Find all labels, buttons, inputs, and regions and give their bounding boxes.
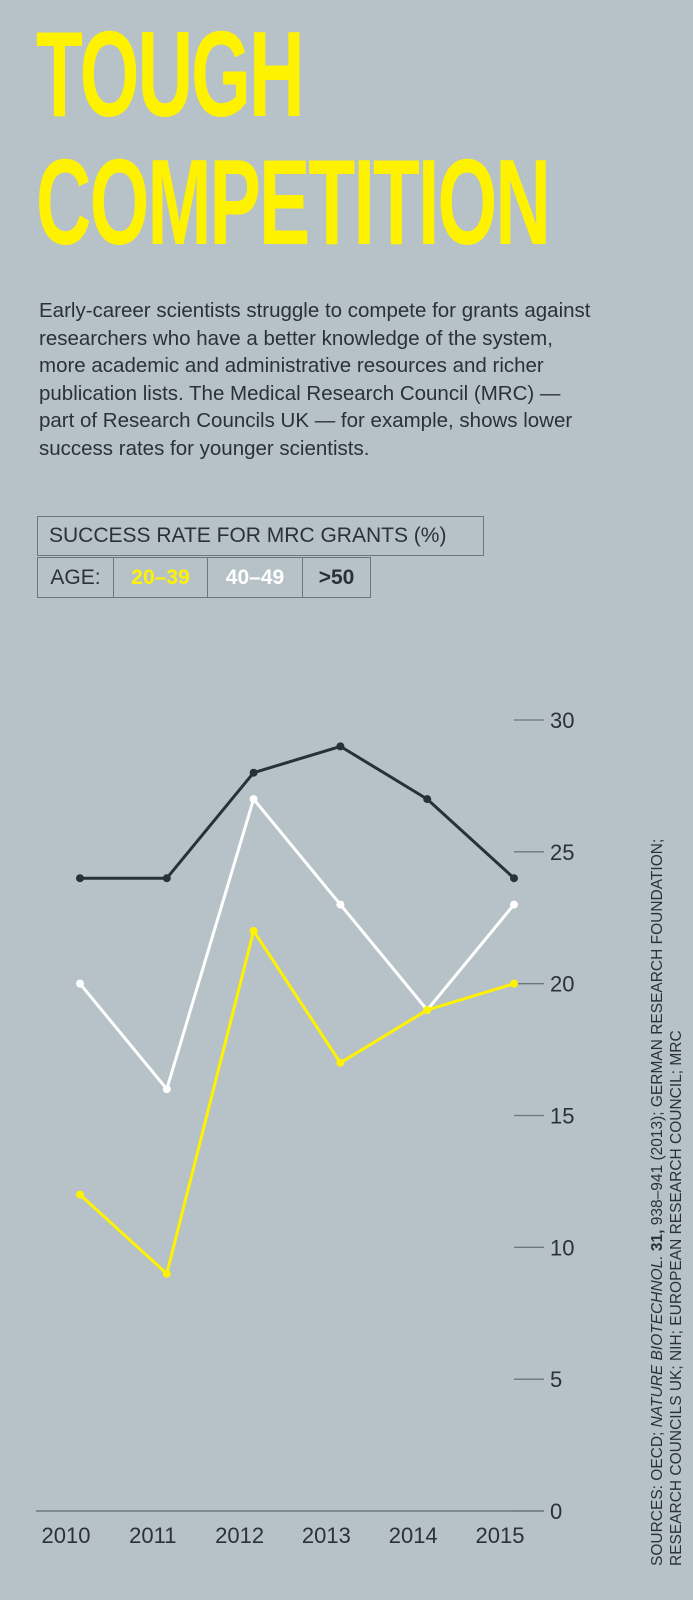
x-tick-label: 2014 xyxy=(389,1523,438,1548)
series-over-50-point xyxy=(76,874,84,883)
series-20-39-line xyxy=(78,929,516,1276)
series-20-39-point xyxy=(162,1269,171,1278)
x-tick-label: 2010 xyxy=(42,1523,91,1548)
title-line-1: TOUGH xyxy=(36,6,305,142)
x-tick-label: 2012 xyxy=(215,1523,264,1548)
y-tick-label: 10 xyxy=(550,1235,574,1260)
series-40-49-point xyxy=(162,1085,171,1094)
series-over-50-point xyxy=(249,768,258,777)
intro-text: Early-career scientists struggle to comp… xyxy=(39,299,591,460)
page-title: TOUGH COMPETITION xyxy=(36,6,551,270)
series-over-50-line xyxy=(78,744,516,880)
legend-entry-40-49: 40–49 xyxy=(208,557,303,598)
x-tick-label: 2015 xyxy=(476,1523,525,1548)
y-tick-label: 20 xyxy=(550,972,574,997)
series-40-49-point xyxy=(249,795,258,804)
axis-layer: 0 5 10 15 20 25 30 2010 2011 2012 2013 2014 2015 xyxy=(36,708,574,1548)
sources-line-1: SOURCES: OECD; NATURE BIOTECHNOL. 31, 93… xyxy=(649,838,666,1566)
series-40-49-point xyxy=(76,979,84,988)
legend-row: AGE: 20–39 40–49 >50 xyxy=(37,557,371,598)
series-40-49-point xyxy=(336,900,345,909)
series-layer xyxy=(76,742,518,1278)
sources-line-2: RESEARCH COUNCILS UK; NIH; EUROPEAN RESE… xyxy=(668,1030,685,1566)
y-tick-label: 25 xyxy=(550,840,574,865)
y-tick-label: 5 xyxy=(550,1367,562,1392)
series-20-39-point xyxy=(249,926,258,935)
series-20-39-point xyxy=(336,1058,345,1067)
x-tick-label: 2011 xyxy=(129,1523,176,1548)
series-20-39-point xyxy=(76,1190,84,1199)
sources-note: SOURCES: OECD; NATURE BIOTECHNOL. 31, 93… xyxy=(648,839,686,1566)
series-over-50-point xyxy=(510,874,518,883)
y-tick-label: 15 xyxy=(550,1104,574,1129)
series-over-50-point xyxy=(423,795,432,804)
series-over-50-point xyxy=(162,874,171,883)
series-20-39-point xyxy=(423,1006,432,1015)
legend-title-box: SUCCESS RATE FOR MRC GRANTS (%) xyxy=(37,516,484,556)
x-tick-label: 2013 xyxy=(302,1523,351,1548)
legend-entry-over-50: >50 xyxy=(303,557,371,598)
legend-age-label: AGE: xyxy=(37,557,114,598)
series-20-39-point xyxy=(510,979,518,988)
y-tick-label: 0 xyxy=(550,1499,562,1524)
title-line-2: COMPETITION xyxy=(36,134,551,270)
y-tick-label: 30 xyxy=(550,708,574,733)
legend-entry-20-39: 20–39 xyxy=(114,557,208,598)
series-over-50-point xyxy=(336,742,345,751)
series-40-49-line xyxy=(78,797,516,1091)
legend-title: SUCCESS RATE FOR MRC GRANTS (%) xyxy=(49,524,447,547)
series-40-49-point xyxy=(510,900,518,909)
